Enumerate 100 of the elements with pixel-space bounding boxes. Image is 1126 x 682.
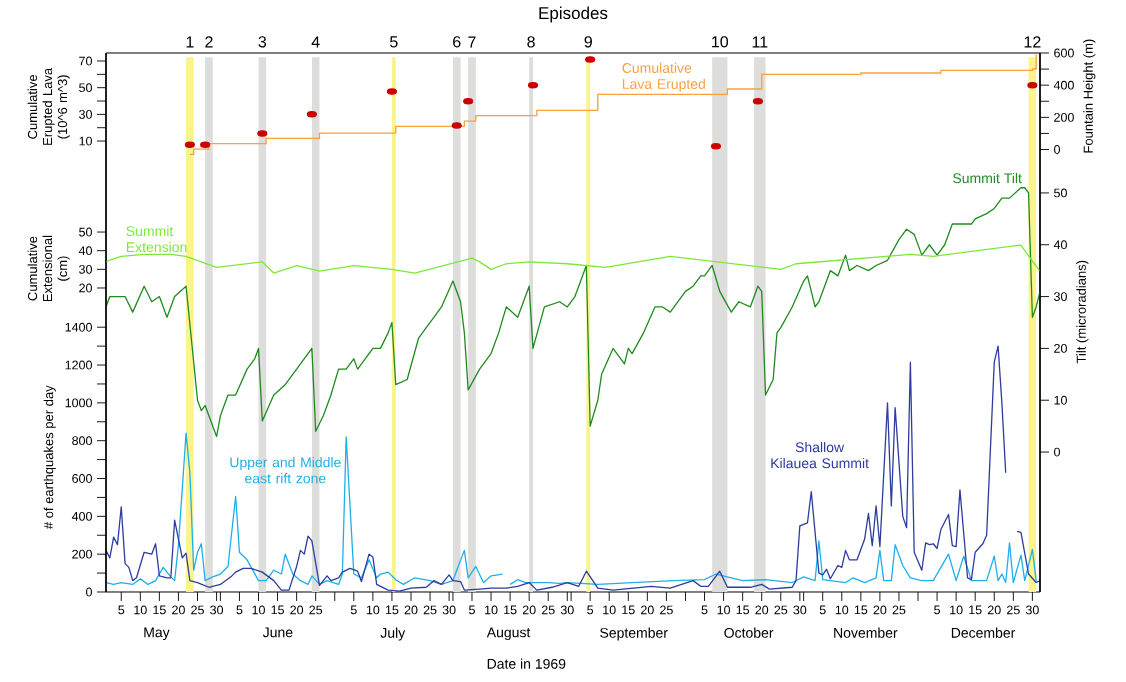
x-tick-label: 10 [134,605,147,615]
x-tick-label: 5 [587,605,594,615]
x-tick-label: 25 [191,605,204,615]
text: September [600,627,668,641]
band-label: 8 [527,36,535,48]
x-tick-label: 20 [987,605,1001,615]
x-tick-label: 20 [172,605,185,615]
y-axis-title: Cumulative Erupted Lava (10^6 m^3) [27,67,70,145]
y2-tick-label: 600 [1054,48,1074,58]
y-tick-label: 1400 [65,322,92,332]
y-tick-label: 1000 [65,398,92,408]
x-tick-label: 30 [1025,605,1039,615]
x-tick-label: 15 [969,605,982,615]
band-label: 5 [390,36,398,48]
y2-tick-label: 20 [1054,343,1067,353]
point [1027,81,1038,89]
x-tick-label: 5 [118,605,125,615]
x-tick-label: 20 [873,605,887,615]
x-tick-label: 15 [622,605,635,615]
band-label: 1 [186,36,194,48]
y2-tick-label: 50 [1054,188,1067,198]
x-tick-label: 10 [717,605,731,615]
x-tick-label: 15 [504,605,517,615]
chart-title: Episodes [539,6,608,23]
y2-tick-label: 40 [1053,240,1067,250]
series-label: Shallow Kilauea Summit [771,441,869,469]
x-tick-label: 5 [701,605,708,615]
band-label: 12 [1024,36,1041,48]
series-label: Upper and Middle east rift zone [230,457,341,484]
band-label: 7 [468,36,476,48]
x-tick-label: 20 [755,605,769,615]
x-tick-label: 20 [641,605,654,615]
y2-axis-title: Tilt (microradians) [1076,260,1089,364]
y3-axis-title: Cumulative Extensional (cm) [27,235,70,302]
text: December [951,627,1016,638]
y-tick-label: 0 [86,587,92,597]
y2-tick-label: 10 [1054,395,1067,405]
text: August [486,627,531,641]
series-label: Summit Tilt [953,172,1022,184]
x-tick-label: 10 [950,605,963,615]
text: November [834,627,898,638]
y-tick-label: 400 [71,511,92,521]
text: October [724,627,774,638]
y-tick-label: 800 [72,436,92,446]
y-tick-label: 30 [79,109,92,119]
x-tick-label: 25 [1006,605,1020,615]
x-axis-title: Date in 1969 [487,658,566,669]
x-tick-label: 25 [309,605,323,615]
x-tick-label: 15 [854,605,868,615]
x-tick-label: 15 [736,605,750,615]
y3-tick-label: 20 [79,283,92,293]
y2-axis-title: Fountain Height (m) [1083,39,1096,153]
y-tick-label: 50 [79,83,92,93]
y-tick-label: 10 [79,136,92,146]
y2-tick-label: 30 [1054,292,1067,301]
x-tick-label: 5 [350,605,357,615]
x-tick-label: 10 [252,605,265,615]
x-tick-label: 30 [210,605,224,615]
x-tick-label: 25 [892,605,906,615]
y-axis-title: # of earthquakes per day [43,385,56,530]
x-tick-label: 5 [236,605,243,615]
series-label: Cumulative Lava Erupted [622,62,705,92]
x-tick-label: 30 [442,605,456,615]
series-label: Summit Extension [126,225,187,253]
text: May [144,627,170,641]
y-tick-label: 1200 [65,360,92,370]
x-tick-label: 25 [541,605,555,615]
x-tick-label: 20 [522,605,536,615]
x-tick-label: 25 [660,605,673,615]
x-tick-label: 5 [469,605,475,615]
x-tick-label: 30 [560,605,574,615]
band-label: 3 [258,36,267,48]
x-tick-label: 20 [404,605,418,615]
x-tick-label: 25 [774,605,788,615]
x-tick-label: 20 [290,605,304,615]
x-tick-label: 15 [153,605,166,615]
x-tick-label: 25 [423,605,437,615]
x-tick-label: 30 [793,605,807,615]
x-tick-label: 5 [819,605,826,615]
y2-tick-label: 0 [1054,447,1060,457]
band-label: 11 [752,36,768,48]
band-label: 10 [712,36,729,48]
y-tick-label: 200 [72,549,92,559]
y-tick-label: 600 [72,474,92,483]
y2-tick-label: 0 [1054,145,1060,154]
x-tick-label: 10 [485,605,498,615]
text: July [380,627,406,641]
text: June [262,627,293,638]
y2-tick-label: 400 [1053,80,1074,90]
x-tick-label: 15 [385,605,399,615]
y3-tick-label: 40 [78,246,92,256]
x-tick-label: 15 [271,605,284,615]
band-label: 2 [205,36,213,48]
y-tick-label: 70 [79,56,92,66]
x-tick-label: 10 [603,605,616,615]
y2-tick-label: 200 [1054,112,1074,122]
point [306,110,317,118]
x-tick-label: 10 [366,605,380,615]
band-label: 6 [453,36,461,48]
band-label: 9 [584,36,592,48]
